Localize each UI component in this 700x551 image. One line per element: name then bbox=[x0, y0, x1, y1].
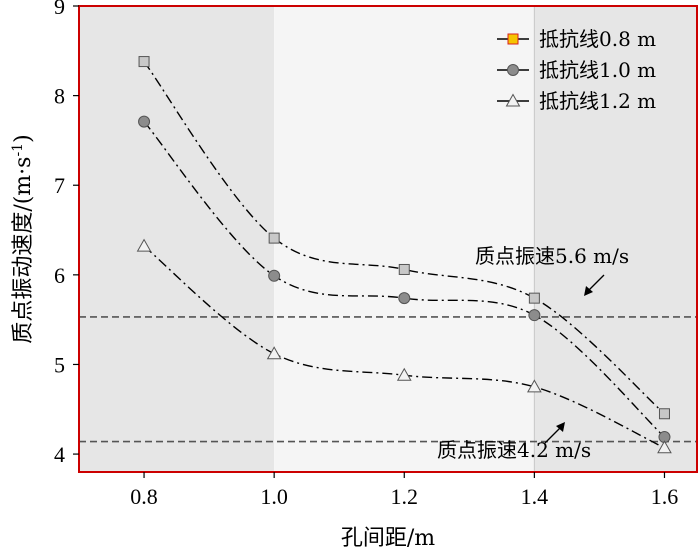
data-point bbox=[657, 440, 672, 454]
data-point bbox=[396, 367, 412, 381]
data-point bbox=[266, 346, 282, 360]
data-point bbox=[527, 379, 542, 393]
y-axis-title-main: 质点振动速度/(m·s bbox=[11, 157, 36, 344]
shaded-region-2 bbox=[534, 6, 697, 472]
series-1 bbox=[138, 115, 671, 444]
series-0 bbox=[138, 56, 670, 420]
data-point bbox=[528, 309, 541, 322]
legend-item-1: 抵抗线1.0 m bbox=[497, 58, 656, 82]
shaded-regions bbox=[79, 6, 697, 472]
y-axis-title: 质点振动速度/(m·s-1) bbox=[10, 134, 36, 343]
reference-lines bbox=[79, 316, 697, 443]
data-point bbox=[138, 115, 151, 128]
data-point bbox=[658, 408, 670, 420]
x-tick-label: 1.0 bbox=[260, 484, 288, 509]
legend: 抵抗线0.8 m 抵抗线1.0 m 抵抗线1.2 m bbox=[497, 27, 656, 113]
x-axis-title: 孔间距/m bbox=[341, 526, 435, 551]
x-tick-label: 0.8 bbox=[130, 484, 158, 509]
shaded-region-0 bbox=[79, 6, 275, 472]
legend-marker bbox=[507, 64, 519, 76]
data-point bbox=[398, 263, 410, 275]
y-tick-label: 7 bbox=[54, 173, 65, 198]
data-point bbox=[528, 292, 540, 304]
annotation-arrowhead bbox=[556, 422, 565, 432]
data-point bbox=[136, 238, 152, 252]
reference-label: 质点振速4.2 m/s bbox=[437, 438, 591, 462]
y-axis-title-close: ) bbox=[11, 134, 36, 143]
legend-label: 抵抗线0.8 m bbox=[539, 27, 656, 51]
data-point bbox=[138, 56, 150, 68]
annotations: 质点振速5.6 m/s 质点振速4.2 m/s bbox=[437, 244, 629, 462]
series-line bbox=[143, 121, 665, 438]
series-2 bbox=[136, 238, 672, 454]
x-tick-label: 1.4 bbox=[521, 484, 549, 509]
x-tick-label: 1.6 bbox=[651, 484, 679, 509]
legend-marker bbox=[505, 93, 521, 107]
data-point bbox=[268, 232, 280, 244]
y-tick-label: 9 bbox=[54, 0, 65, 19]
annotation-arrowhead bbox=[584, 286, 593, 296]
shaded-region-1 bbox=[274, 6, 535, 472]
legend-marker bbox=[507, 33, 519, 45]
legend-item-2: 抵抗线1.2 m bbox=[497, 89, 656, 113]
plot-frame bbox=[78, 5, 698, 473]
y-tick-label: 6 bbox=[54, 263, 65, 288]
data-point bbox=[268, 269, 281, 282]
legend-item-0: 抵抗线0.8 m bbox=[497, 27, 656, 51]
reference-label: 质点振速5.6 m/s bbox=[475, 244, 629, 268]
y-axis-title-superscript: -1 bbox=[10, 143, 26, 157]
data-point bbox=[398, 292, 411, 305]
y-tick-label: 5 bbox=[54, 352, 65, 377]
series-layer bbox=[136, 56, 672, 454]
x-axis: 0.8 1.0 1.2 1.4 1.6 bbox=[130, 472, 678, 509]
y-tick-label: 4 bbox=[54, 442, 65, 467]
legend-label: 抵抗线1.0 m bbox=[539, 58, 656, 82]
x-tick-label: 1.2 bbox=[391, 484, 419, 509]
y-tick-label: 8 bbox=[54, 84, 65, 109]
y-axis: 4 5 6 7 8 9 bbox=[54, 0, 79, 467]
legend-label: 抵抗线1.2 m bbox=[539, 89, 656, 113]
